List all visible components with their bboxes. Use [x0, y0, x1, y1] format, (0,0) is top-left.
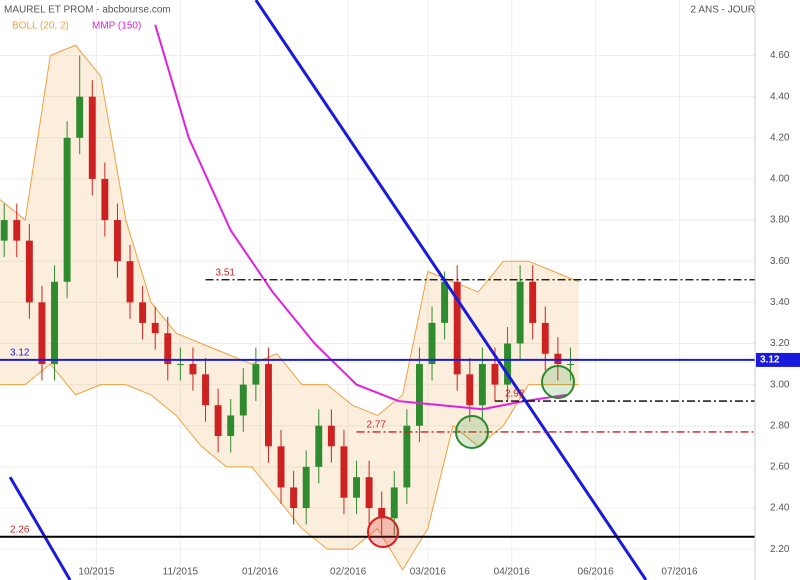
candle-body	[13, 220, 21, 241]
moving-average	[154, 24, 567, 411]
y-tick-label: 4.40	[770, 91, 790, 102]
candle-body	[239, 384, 247, 416]
level-label: 2.77	[367, 420, 387, 431]
x-tick-label: 03/2016	[410, 567, 447, 578]
candle-body	[378, 508, 386, 519]
candle-body	[504, 343, 511, 385]
candle-body	[478, 364, 486, 406]
y-tick-label: 4.00	[770, 174, 790, 185]
highlight-circle	[367, 516, 399, 548]
y-tick-label: 3.20	[770, 338, 790, 349]
candle-body	[51, 281, 58, 365]
candle-body	[126, 261, 134, 303]
candle-body	[139, 302, 147, 323]
candle-body	[0, 220, 8, 241]
y-tick-label: 3.40	[770, 297, 790, 308]
candle-body	[441, 281, 449, 323]
legend-boll: BOLL (20, 2)	[12, 21, 69, 32]
candle-body	[189, 364, 197, 375]
y-tick-label: 2.40	[770, 503, 790, 514]
candle-body	[101, 178, 109, 221]
candle-body	[466, 374, 474, 406]
candle-body	[25, 240, 33, 303]
candle-body	[113, 220, 121, 262]
candle-body	[428, 322, 436, 365]
y-tick-label: 2.20	[770, 544, 790, 555]
y-tick-label: 3.00	[770, 379, 790, 390]
level-label: 3.51	[216, 267, 236, 278]
last-value-tag: 3.12	[756, 352, 800, 367]
last-value-label: 3.12	[760, 355, 780, 366]
y-tick-label: 4.60	[770, 50, 790, 61]
candle-body	[491, 364, 499, 385]
candle-body	[554, 353, 562, 365]
x-tick-label: 10/2015	[78, 567, 115, 578]
x-tick-label: 06/2016	[578, 567, 615, 578]
candle-body	[227, 415, 235, 437]
candle-body	[202, 374, 209, 406]
candle-body	[403, 425, 411, 488]
last-value-box	[756, 352, 800, 367]
candle-body	[76, 96, 84, 138]
x-tick-label: 02/2016	[330, 567, 367, 578]
bollinger-line	[0, 44, 580, 417]
candle-body	[176, 364, 184, 366]
y-tick-label: 2.60	[770, 462, 790, 473]
candle-body	[63, 137, 71, 282]
candle-body	[151, 322, 159, 334]
level-label: 2.26	[10, 524, 30, 535]
x-tick-label: 11/2015	[163, 567, 199, 578]
candle-body	[214, 405, 222, 437]
highlight-circle	[455, 415, 489, 449]
level-label: 2.92	[505, 389, 525, 400]
highlight-circle	[541, 365, 575, 399]
candle-body	[390, 487, 398, 519]
candle-body	[164, 333, 172, 365]
trendline	[8, 476, 72, 580]
candle-body	[365, 477, 373, 509]
candle-body	[327, 425, 335, 447]
candle-body	[315, 425, 323, 467]
x-tick-label: 01/2016	[242, 567, 279, 578]
candle-body	[340, 446, 348, 498]
chart-subtitle: 2 ANS - JOUR	[691, 5, 755, 16]
x-tick-label: 04/2016	[494, 567, 531, 578]
candle-body	[541, 322, 549, 354]
level-label: 3.12	[10, 348, 30, 359]
y-tick-label: 4.20	[770, 132, 790, 143]
y-tick-label: 2.80	[770, 420, 790, 431]
candle-body	[38, 302, 46, 365]
candle-body	[415, 364, 423, 426]
bollinger-band	[0, 45, 579, 570]
legend-mmp: MMP (150)	[92, 21, 141, 32]
candle-body	[353, 477, 360, 498]
chart-title: MAUREL ET PROM - abcbourse.com	[4, 5, 171, 16]
candle-body	[88, 96, 96, 179]
candle-body	[516, 281, 524, 344]
trendline	[254, 0, 648, 580]
candle-body	[277, 446, 285, 488]
candle-body	[566, 364, 574, 366]
candle-body	[290, 487, 298, 509]
candle-body	[252, 364, 260, 385]
y-tick-label: 3.60	[770, 256, 790, 267]
y-tick-label: 3.80	[770, 215, 790, 226]
candle-body	[453, 281, 461, 375]
candle-body	[302, 466, 310, 509]
x-tick-label: 07/2016	[661, 567, 698, 578]
candle-body	[529, 281, 537, 323]
candle-body	[264, 364, 272, 447]
